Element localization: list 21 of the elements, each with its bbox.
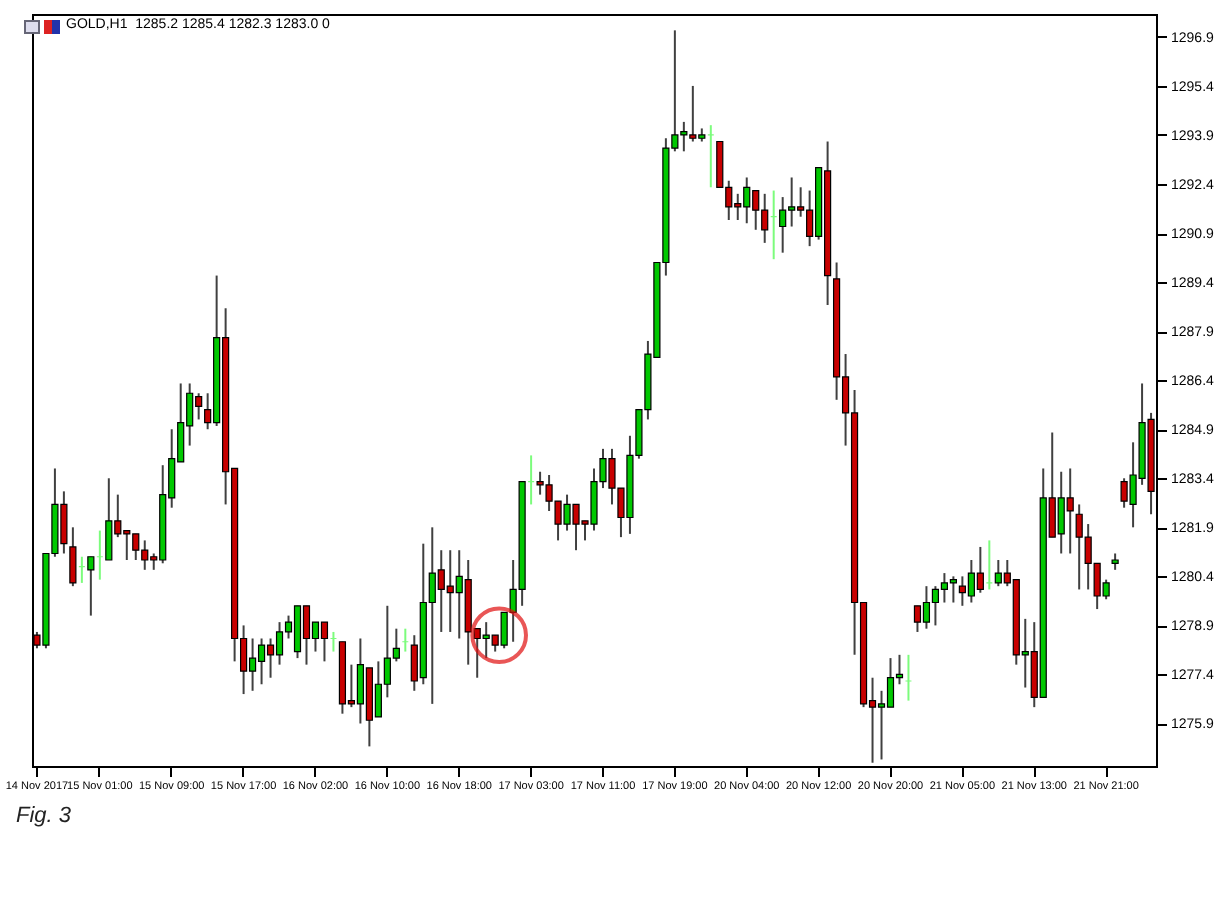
candlestick [976,545,984,594]
candlestick [500,611,508,650]
candlestick [275,621,284,666]
candlestick [922,585,931,630]
candlestick [949,575,957,604]
candlestick [320,621,329,663]
candlestick [257,637,266,686]
candlestick [913,604,922,633]
candlestick [105,477,113,562]
candlestick [886,657,895,709]
candlestick [931,585,940,627]
candlestick [302,604,311,666]
candlestick [779,196,787,254]
candlestick [293,604,302,660]
candlestick [1066,467,1074,555]
candlestick [248,637,257,692]
caption: Fig. 3 [16,804,72,828]
candlestick [940,572,949,604]
candlestick [266,637,275,679]
candlestick [87,555,95,617]
candlestick [69,526,77,588]
